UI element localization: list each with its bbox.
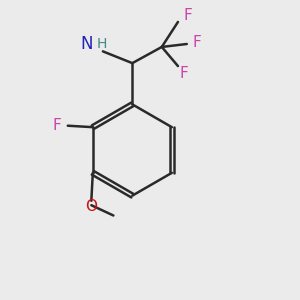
Text: F: F [183,8,192,23]
Text: F: F [179,66,188,81]
Text: F: F [52,118,61,133]
Text: H: H [96,37,106,51]
Text: O: O [85,199,97,214]
Text: F: F [193,35,202,50]
Text: N: N [80,35,93,53]
